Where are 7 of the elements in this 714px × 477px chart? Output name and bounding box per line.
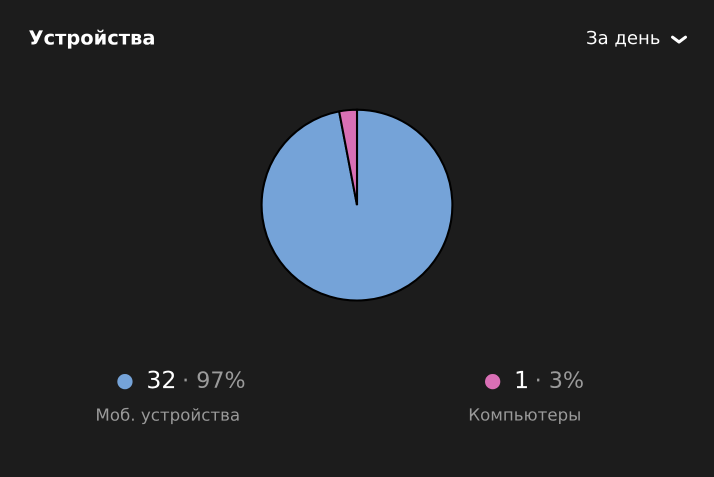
chart-title: Устройства: [29, 30, 154, 49]
pie-slice: [260, 108, 454, 302]
legend-label: Моб. устройства: [97, 408, 239, 424]
data-label: 1 · 3%: [516, 370, 583, 388]
legend-label: Компьютеры: [470, 408, 580, 424]
data-label: 32 · 97%: [148, 370, 244, 388]
text: За день: [587, 30, 660, 47]
